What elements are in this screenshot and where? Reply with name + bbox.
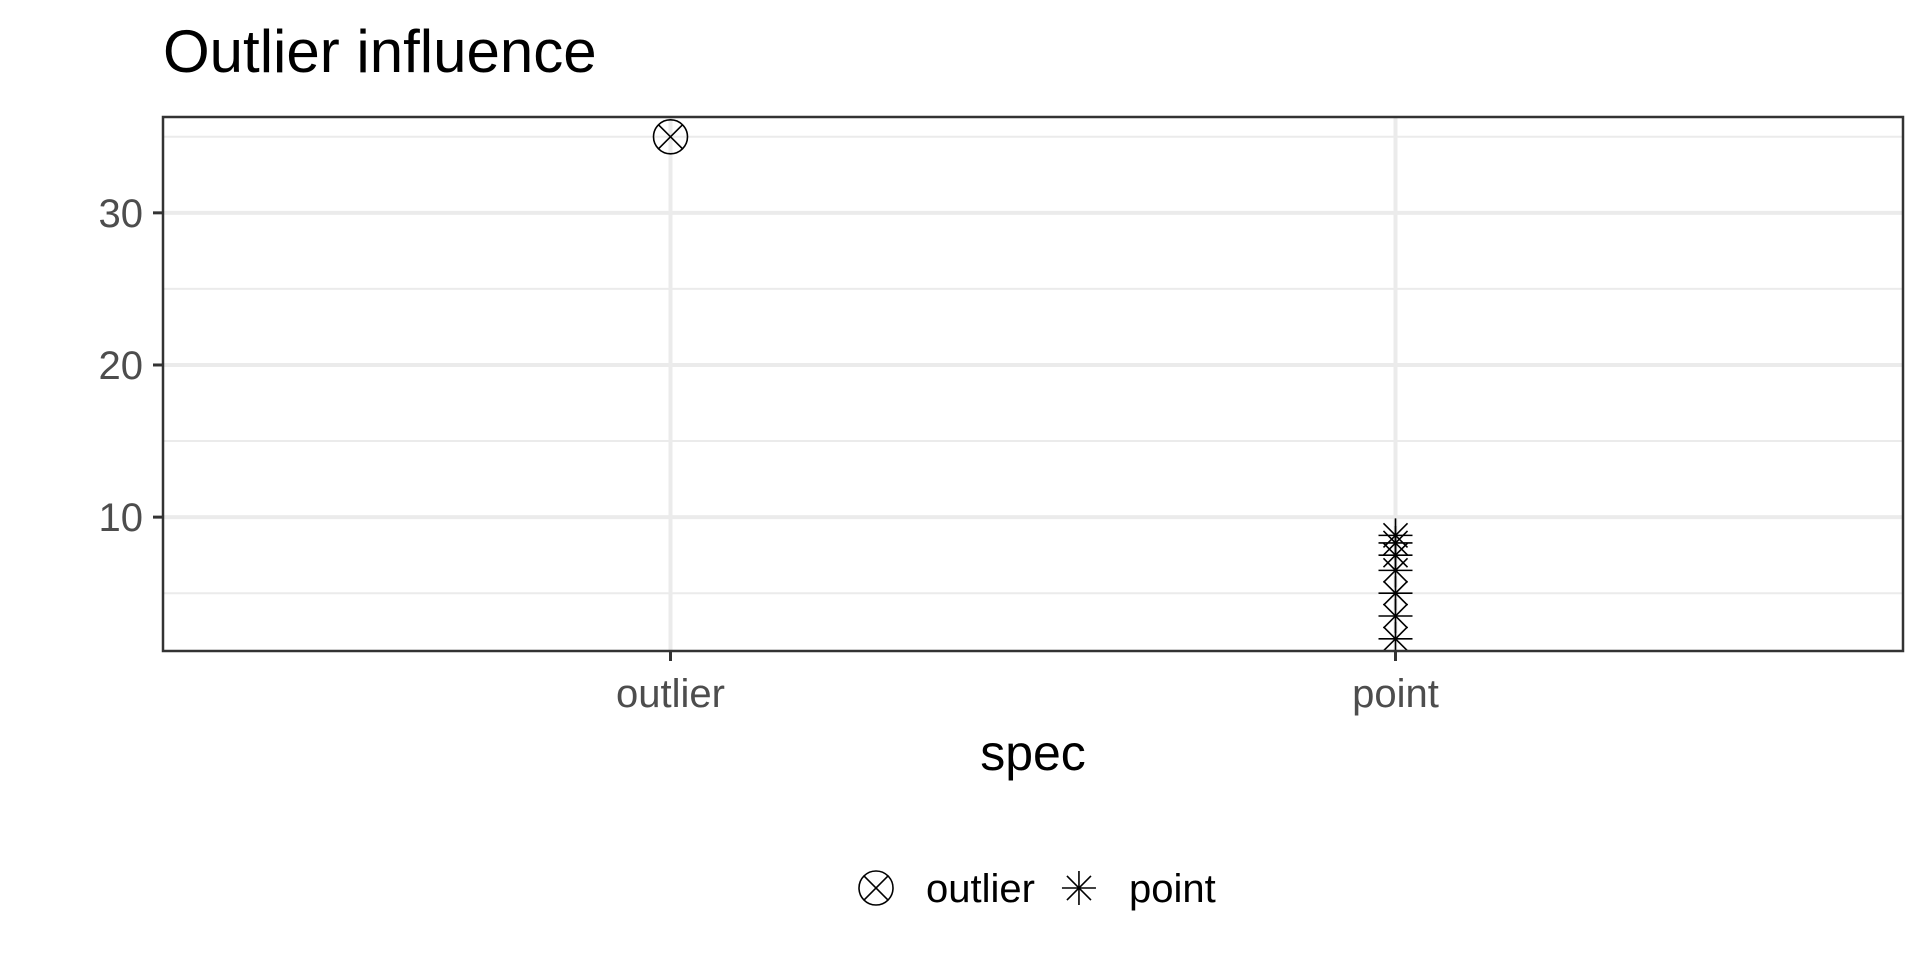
x-tick-label-point: point [1352, 672, 1439, 716]
data-point-outlier [652, 118, 689, 155]
legend: outlier point [858, 867, 1216, 911]
legend-label-outlier: outlier [926, 867, 1035, 911]
grid-lines [163, 117, 1903, 651]
legend-label-point: point [1129, 867, 1216, 911]
legend-key-point [1061, 871, 1096, 905]
x-axis-title: spec [980, 725, 1086, 781]
y-tick-label: 30 [99, 192, 144, 236]
y-tick-label: 10 [99, 496, 144, 540]
axes: 10 20 30 outlier point [99, 192, 1439, 716]
chart-title: Outlier influence [163, 18, 597, 85]
data-points [652, 118, 1413, 656]
plot-panel-border [161, 115, 1905, 653]
legend-key-outlier [858, 870, 894, 906]
x-tick-label-outlier: outlier [616, 672, 725, 716]
y-tick-label: 20 [99, 344, 144, 388]
data-point-point [1378, 518, 1413, 553]
